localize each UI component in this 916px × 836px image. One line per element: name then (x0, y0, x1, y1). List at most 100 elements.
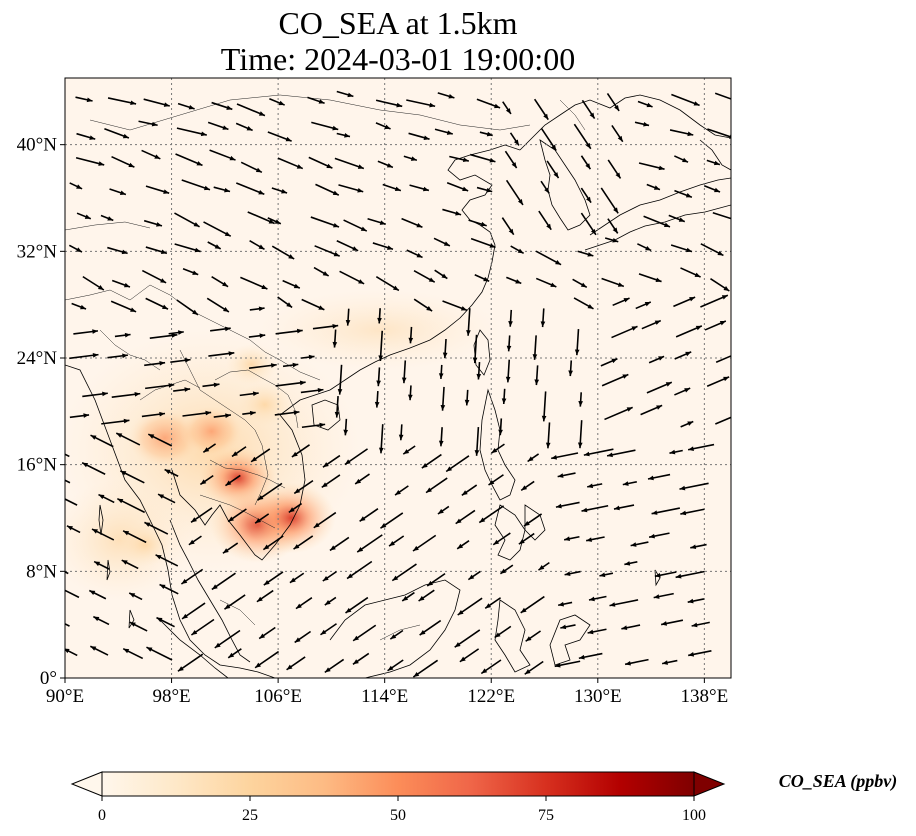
wind-arrow (282, 362, 299, 368)
wind-arrow (442, 208, 462, 216)
wind-arrow (651, 507, 681, 515)
wind-arrow (321, 474, 341, 489)
wind-arrow (378, 424, 384, 454)
wind-arrow (577, 250, 594, 257)
wind-arrow (612, 297, 630, 307)
wind-arrow (438, 427, 444, 447)
wind-arrow (557, 472, 576, 478)
wind-arrow (249, 239, 265, 251)
wind-arrow (653, 592, 674, 599)
wind-arrow (505, 359, 511, 383)
title-line-1: CO_SEA at 1.5km (278, 5, 517, 41)
wind-arrow (706, 376, 730, 387)
wind-arrow (635, 301, 652, 310)
wind-arrow (188, 535, 202, 546)
wind-arrow (144, 361, 166, 367)
wind-arrow (336, 132, 351, 138)
wind-arrow (190, 507, 213, 523)
wind-arrow (506, 276, 522, 285)
wind-arrow (249, 306, 265, 312)
wind-arrow (65, 479, 71, 484)
wind-arrow (248, 363, 277, 370)
wind-arrow (213, 186, 231, 193)
wind-arrow (715, 416, 731, 425)
wind-arrow (149, 333, 178, 340)
wind-arrow (680, 267, 701, 278)
wind-arrow (110, 300, 137, 313)
colorbar-tick-label-4: 100 (682, 807, 706, 824)
wind-arrow (533, 98, 549, 121)
wind-arrow (176, 127, 207, 137)
wind-arrow (715, 355, 731, 364)
wind-arrow (421, 453, 442, 469)
wind-arrow (459, 648, 480, 663)
wind-arrow (129, 621, 148, 632)
wind-arrow (391, 563, 417, 582)
wind-arrow (510, 245, 525, 255)
wind-arrow (141, 149, 161, 160)
co-hotspot-4 (179, 405, 244, 457)
wind-arrow (601, 277, 625, 288)
wind-arrow (138, 120, 158, 127)
wind-arrow (630, 541, 649, 547)
x-tick-label-6: 138°E (681, 686, 729, 707)
wind-arrow (274, 410, 300, 416)
wind-arrow (69, 352, 99, 360)
wind-arrow (181, 179, 211, 191)
x-tick-label-0: 90°E (46, 686, 84, 707)
wind-arrow (157, 493, 176, 504)
gridlines (65, 78, 731, 678)
wind-arrow (182, 410, 212, 417)
wind-arrow (455, 509, 476, 525)
wind-arrow (574, 328, 580, 356)
wind-arrow (449, 155, 470, 163)
wind-arrow (568, 360, 573, 377)
wind-arrow (354, 473, 370, 485)
wind-arrow (545, 422, 551, 449)
wind-arrow (488, 474, 504, 486)
wind-arrow (555, 501, 580, 509)
wind-arrow (687, 598, 705, 604)
wind-arrow (671, 93, 700, 107)
wind-arrow (624, 658, 649, 666)
y-axis-ticks: 0° 8°N 16°N 24°N 32°N 40°N (17, 135, 65, 689)
wind-arrow (210, 326, 231, 332)
wind-arrow (277, 157, 304, 170)
wind-arrow (700, 243, 724, 257)
wind-arrow (301, 422, 326, 429)
wind-arrow (599, 572, 614, 578)
colorbar: 0 25 50 75 100 CO_SEA (ppbv) (70, 771, 897, 824)
wind-arrow (578, 392, 583, 407)
wind-arrow (506, 335, 512, 352)
wind-arrow (147, 433, 173, 447)
wind-arrow (478, 505, 505, 524)
wind-arrow (710, 278, 730, 292)
wind-arrow (122, 530, 147, 544)
wind-arrow (388, 535, 405, 547)
wind-arrow (474, 274, 490, 283)
wind-arrow (484, 597, 502, 609)
wind-arrow (446, 182, 469, 192)
wind-arrow (182, 268, 199, 276)
wind-arrow (145, 246, 168, 255)
wind-arrow (456, 540, 470, 550)
wind-arrow (466, 308, 471, 336)
wind-arrow (523, 513, 543, 527)
wind-arrow (408, 132, 430, 140)
wind-arrow (609, 599, 639, 607)
wind-arrow (372, 242, 394, 251)
wind-arrow (637, 100, 653, 108)
wind-arrow (587, 628, 607, 635)
wind-arrow (509, 132, 520, 146)
wind-arrow (670, 244, 693, 253)
wind-arrow (680, 420, 694, 428)
wind-arrow (668, 214, 686, 223)
x-tick-label-1: 98°E (152, 686, 190, 707)
wind-arrow (346, 560, 373, 580)
wind-arrow (177, 653, 204, 672)
wind-arrow (600, 187, 619, 214)
wind-arrow (634, 121, 650, 127)
wind-arrow (418, 589, 435, 602)
wind-arrow (227, 508, 247, 523)
wind-arrow (440, 386, 446, 411)
